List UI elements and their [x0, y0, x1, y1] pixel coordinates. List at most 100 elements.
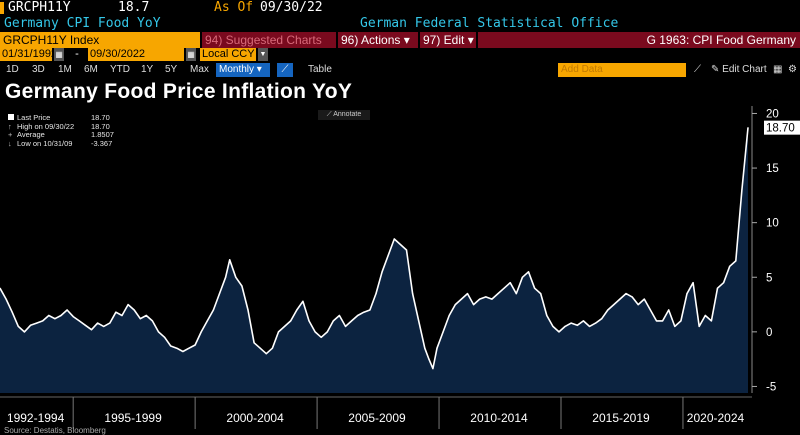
data-point: [218, 293, 221, 295]
ticker-symbol[interactable]: GRCPH11Y: [8, 0, 71, 15]
data-point: [326, 331, 328, 333]
data-point: [0, 287, 1, 289]
annotate-button[interactable]: ⟋ Annotate: [318, 110, 370, 120]
range-1m[interactable]: 1M: [58, 64, 72, 75]
data-point: [375, 293, 377, 295]
low-arrow-icon: ↓: [8, 138, 12, 148]
calendar-icon[interactable]: ▦: [54, 48, 64, 61]
suggested-charts-button[interactable]: 94) Suggested Charts: [202, 32, 336, 48]
as-of-date: 09/30/22: [260, 0, 323, 15]
data-point: [716, 287, 719, 289]
pencil-icon: ⟋: [326, 111, 334, 118]
data-point: [387, 254, 389, 256]
data-point: [491, 298, 493, 300]
data-point: [643, 298, 645, 300]
data-point: [412, 293, 414, 295]
line-chart-icon[interactable]: ⟋: [277, 63, 293, 77]
period-select[interactable]: Monthly ▾: [216, 63, 270, 77]
edit-chart-button[interactable]: ✎ Edit Chart: [711, 64, 767, 75]
data-point: [393, 238, 395, 240]
chart-title: Germany Food Price Inflation YoY: [5, 80, 353, 103]
edit-menu[interactable]: 97) Edit ▾: [420, 32, 476, 48]
data-point: [631, 296, 633, 298]
add-data-input[interactable]: Add Data: [558, 63, 686, 77]
actions-menu[interactable]: 96) Actions ▾: [338, 32, 418, 48]
y-tick-label: 15: [766, 163, 779, 175]
legend-label: High on 09/30/22: [17, 121, 75, 131]
data-point: [314, 331, 316, 333]
data-point: [454, 304, 456, 306]
data-point: [48, 314, 50, 317]
data-point: [290, 320, 292, 322]
legend-label: Low on 10/31/09: [17, 138, 73, 148]
data-point: [692, 282, 694, 284]
legend-label: Last Price: [17, 113, 51, 122]
data-point: [582, 320, 585, 322]
x-tick-label: 2015-2019: [592, 411, 650, 425]
data-point: [36, 322, 38, 324]
data-point: [503, 287, 505, 289]
range-ytd[interactable]: YTD: [110, 64, 130, 75]
data-point: [296, 309, 298, 311]
data-point: [564, 325, 566, 327]
table-button[interactable]: Table: [308, 64, 332, 75]
data-point: [212, 309, 214, 311]
data-point: [164, 336, 166, 338]
data-point: [479, 298, 481, 300]
range-1d[interactable]: 1D: [6, 64, 19, 75]
data-point: [460, 298, 462, 300]
data-point: [42, 320, 44, 322]
security-field[interactable]: GRCPH11Y Index: [0, 32, 200, 48]
x-tick-label: 1992-1994: [7, 411, 65, 425]
data-point: [115, 311, 117, 313]
data-point: [97, 322, 99, 324]
data-point: [747, 127, 749, 129]
data-point: [109, 322, 111, 324]
range-6m[interactable]: 6M: [84, 64, 98, 75]
data-point: [145, 314, 147, 317]
range-1y[interactable]: 1Y: [141, 64, 154, 75]
data-point: [710, 320, 713, 322]
annotation-tools-icon[interactable]: ⟋: [694, 64, 701, 75]
data-point: [308, 320, 310, 322]
data-point: [271, 347, 273, 349]
function-title: G 1963: CPI Food Germany: [478, 32, 800, 48]
data-point: [139, 318, 141, 320]
data-point: [527, 271, 530, 273]
legend-row-last-price: Last Price 18.70: [8, 113, 110, 123]
start-date-input[interactable]: 01/31/1992: [0, 48, 52, 61]
last-value: 18.7: [118, 0, 150, 15]
range-5y[interactable]: 5Y: [165, 64, 178, 75]
data-point: [344, 325, 347, 327]
settings-icon[interactable]: ⚙: [788, 64, 797, 75]
last-price-tag: [764, 120, 800, 135]
data-point: [521, 276, 524, 278]
data-point: [570, 322, 572, 324]
legend-swatch: [8, 114, 14, 120]
data-point: [588, 325, 591, 327]
currency-select[interactable]: Local CCY: [200, 48, 256, 61]
data-point: [405, 249, 408, 251]
end-date-input[interactable]: 09/30/2022: [88, 48, 184, 61]
data-point: [157, 331, 160, 333]
legend: Last Price 18.70 ↑ High on 09/30/22 18.70 +…: [8, 113, 114, 148]
ticker-marker: [0, 2, 4, 14]
data-point: [103, 325, 105, 327]
data-point: [121, 314, 123, 317]
data-point: [704, 314, 706, 317]
data-point: [241, 285, 243, 287]
data-point: [432, 368, 434, 370]
range-max[interactable]: Max: [190, 64, 209, 75]
chevron-down-icon[interactable]: ▼: [258, 48, 268, 61]
data-point: [259, 347, 261, 349]
data-point: [29, 324, 32, 326]
range-3d[interactable]: 3D: [32, 64, 45, 75]
data-point: [466, 293, 469, 295]
data-point: [5, 298, 7, 300]
calendar-icon[interactable]: ▦: [186, 48, 196, 61]
data-point: [436, 347, 438, 349]
data-point: [176, 347, 178, 349]
table-view-icon[interactable]: ▦: [773, 64, 783, 75]
legend-value: 1.8507: [91, 130, 114, 139]
